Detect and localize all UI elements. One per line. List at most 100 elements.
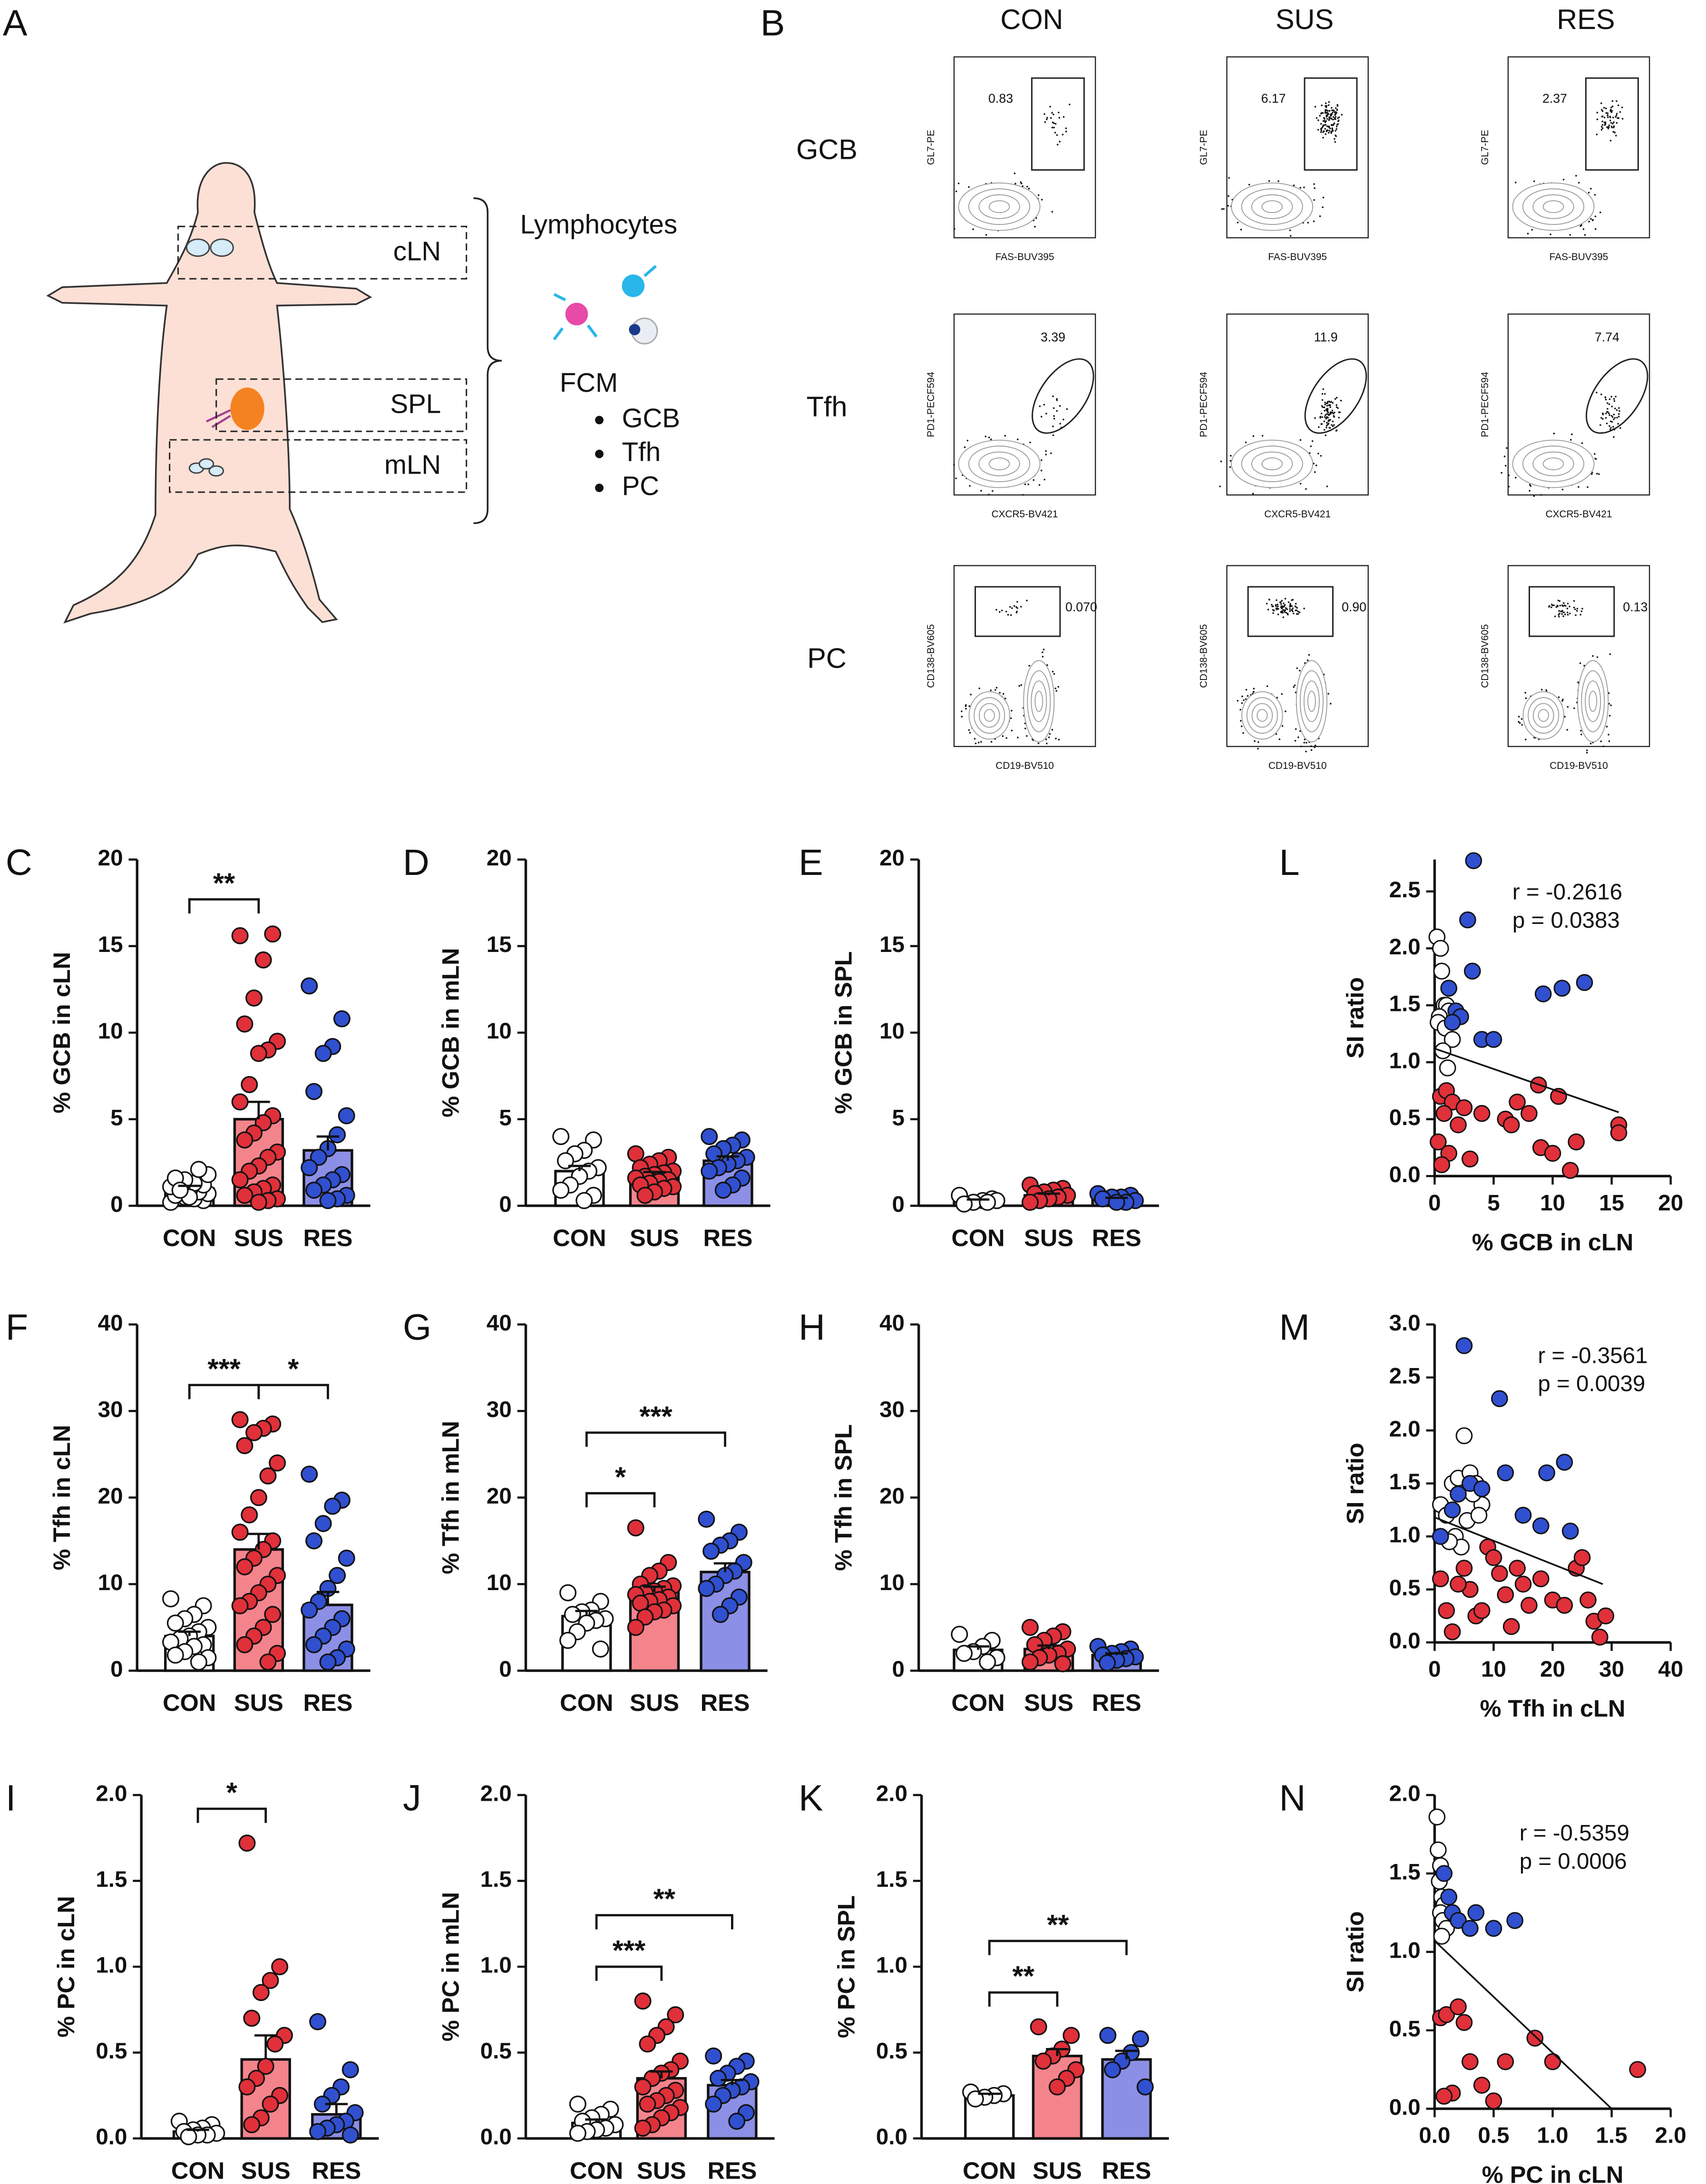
y-tick-label: 40: [879, 1310, 905, 1336]
data-point: [1557, 1455, 1572, 1470]
y-tick-label: 0.0: [1389, 1629, 1421, 1654]
event-dot: [1065, 127, 1067, 129]
event-dot: [1564, 716, 1566, 718]
event-dot: [1039, 406, 1041, 408]
event-dot: [1558, 600, 1560, 602]
event-dot: [1597, 656, 1599, 658]
event-dot: [1285, 598, 1287, 600]
y-tick-label: 0.0: [1389, 2095, 1421, 2120]
data-point: [315, 1046, 331, 1061]
event-dot: [1043, 404, 1045, 406]
event-dot: [1058, 739, 1060, 741]
event-dot: [965, 705, 967, 707]
flow-y-label: CD138-BV605: [1199, 624, 1209, 688]
annotation: r = -0.2616: [1512, 880, 1622, 905]
event-dot: [1276, 609, 1278, 611]
data-point: [263, 2097, 278, 2112]
event-dot: [980, 741, 982, 743]
data-point: [320, 1654, 336, 1670]
event-dot: [1622, 118, 1624, 120]
event-dot: [1616, 115, 1618, 116]
event-dot: [1272, 612, 1274, 614]
flow-x-label: FAS-BUV395: [995, 252, 1054, 262]
data-point: [1562, 1524, 1578, 1539]
event-dot: [1605, 121, 1607, 123]
event-dot: [1531, 229, 1533, 231]
event-dot: [1297, 611, 1299, 612]
data-point: [167, 1615, 183, 1631]
gate-value: 0.83: [988, 91, 1013, 106]
x-tick-label: 1.0: [1537, 2123, 1569, 2148]
event-dot: [996, 687, 998, 689]
event-dot: [988, 437, 990, 438]
event-dot: [1329, 419, 1331, 421]
y-tick-label: 0: [892, 1192, 905, 1217]
event-dot: [1320, 123, 1322, 125]
event-dot: [1243, 699, 1245, 701]
significance-label: *: [288, 1353, 299, 1385]
event-dot: [1282, 725, 1284, 727]
significance-bracket: [586, 1433, 725, 1447]
event-dot: [1021, 684, 1023, 686]
gate-value: 0.13: [1623, 600, 1648, 614]
event-dot: [1062, 134, 1064, 136]
event-dot: [1219, 485, 1221, 487]
event-dot: [1567, 729, 1569, 731]
data-point: [1474, 1106, 1490, 1121]
event-dot: [953, 464, 955, 466]
event-dot: [1288, 602, 1290, 603]
event-dot: [1606, 423, 1608, 425]
event-dot: [1569, 606, 1570, 608]
y-tick-label: 1.0: [1389, 1523, 1421, 1548]
event-dot: [1242, 732, 1244, 734]
event-dot: [1043, 649, 1045, 650]
event-dot: [1053, 418, 1055, 420]
event-dot: [1029, 442, 1031, 444]
x-tick-label: 20: [1540, 1657, 1565, 1682]
significance-bracket: [259, 1385, 328, 1399]
event-dot: [1326, 427, 1327, 428]
contour: [969, 692, 1010, 739]
data-point: [1554, 980, 1570, 996]
event-dot: [1322, 137, 1324, 139]
flow-y-label: GL7-PE: [1480, 130, 1491, 165]
event-dot: [1610, 107, 1612, 108]
event-dot: [958, 183, 960, 184]
data-point: [560, 1585, 576, 1601]
data-point: [237, 1559, 253, 1575]
y-axis-label: % Tfh in cLN: [48, 1425, 75, 1570]
event-dot: [1332, 412, 1334, 414]
y-tick-label: 20: [487, 845, 512, 871]
event-dot: [1570, 439, 1572, 441]
event-dot: [1055, 690, 1057, 692]
event-dot: [1038, 743, 1040, 745]
event-dot: [1284, 611, 1286, 613]
x-tick-label: RES: [303, 1689, 353, 1716]
event-dot: [1334, 111, 1336, 113]
event-dot: [1592, 655, 1594, 657]
event-dot: [1052, 426, 1054, 427]
event-dot: [1248, 184, 1250, 186]
event-dot: [1607, 116, 1609, 118]
event-dot: [1325, 112, 1326, 114]
x-tick-label: SUS: [234, 1689, 283, 1716]
event-dot: [1562, 615, 1564, 617]
event-dot: [1592, 219, 1594, 221]
y-tick-label: 20: [98, 1484, 123, 1509]
event-dot: [969, 485, 971, 487]
box-label: cLN: [393, 236, 441, 266]
event-dot: [1276, 599, 1277, 601]
event-dot: [1598, 473, 1600, 475]
event-dot: [1569, 612, 1571, 614]
event-dot: [1230, 455, 1232, 457]
event-dot: [1335, 130, 1336, 132]
event-dot: [1320, 455, 1322, 457]
data-point: [1533, 1571, 1549, 1587]
y-tick-label: 2.0: [1389, 1781, 1421, 1806]
event-dot: [1567, 608, 1569, 610]
event-dot: [1059, 405, 1061, 407]
data-point: [260, 1468, 276, 1484]
event-dot: [1320, 131, 1322, 133]
data-point: [956, 1646, 972, 1661]
event-dot: [1053, 673, 1055, 675]
